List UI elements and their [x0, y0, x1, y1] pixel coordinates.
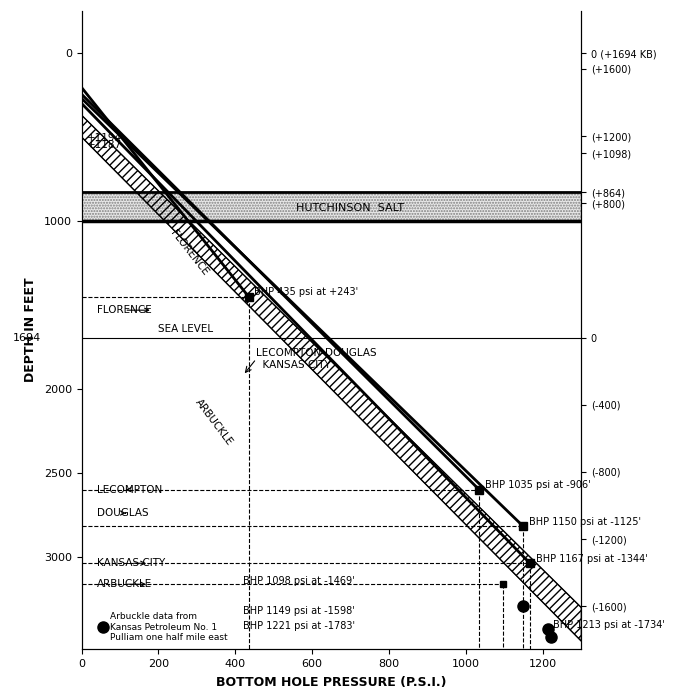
Y-axis label: DEPTH IN FEET: DEPTH IN FEET	[24, 278, 37, 382]
Bar	[82, 193, 581, 221]
Text: BHP 1221 psi at -1783': BHP 1221 psi at -1783'	[243, 621, 355, 631]
Text: SEA LEVEL: SEA LEVEL	[159, 324, 213, 334]
Text: +1194: +1194	[87, 133, 122, 143]
Text: BHP 1213 psi at -1734': BHP 1213 psi at -1734'	[554, 620, 665, 629]
Bar	[82, 193, 581, 221]
Text: HUTCHINSON  SALT: HUTCHINSON SALT	[296, 202, 404, 213]
Text: BHP 1167 psi at -1344': BHP 1167 psi at -1344'	[536, 554, 647, 564]
Text: BHP 1149 psi at -1598': BHP 1149 psi at -1598'	[243, 606, 354, 616]
Text: DOUGLAS: DOUGLAS	[97, 508, 148, 518]
Text: BHP 1035 psi at -906': BHP 1035 psi at -906'	[485, 480, 591, 491]
Text: BHP 1150 psi at -1125': BHP 1150 psi at -1125'	[529, 517, 641, 527]
Text: 1694: 1694	[13, 332, 41, 342]
Text: FLORENCE: FLORENCE	[168, 228, 210, 278]
Text: BHP 435 psi at +243': BHP 435 psi at +243'	[254, 287, 358, 297]
Text: BHP 1098 psi at -1469': BHP 1098 psi at -1469'	[243, 576, 354, 586]
Text: LECOMPTON-DOUGLAS
  KANSAS CITY: LECOMPTON-DOUGLAS KANSAS CITY	[256, 348, 377, 370]
Text: +1187: +1187	[87, 139, 122, 150]
Text: ARBUCKLE: ARBUCKLE	[97, 579, 153, 589]
Text: FLORENCE: FLORENCE	[97, 305, 152, 315]
Text: LECOMPTON: LECOMPTON	[97, 484, 162, 495]
Text: ARBUCKLE: ARBUCKLE	[194, 398, 235, 447]
X-axis label: BOTTOM HOLE PRESSURE (P.S.I.): BOTTOM HOLE PRESSURE (P.S.I.)	[216, 676, 447, 689]
Text: Arbuckle data from
Kansas Petroleum No. 1
Pulliam one half mile east: Arbuckle data from Kansas Petroleum No. …	[111, 612, 228, 643]
Text: KANSAS CITY: KANSAS CITY	[97, 558, 165, 568]
